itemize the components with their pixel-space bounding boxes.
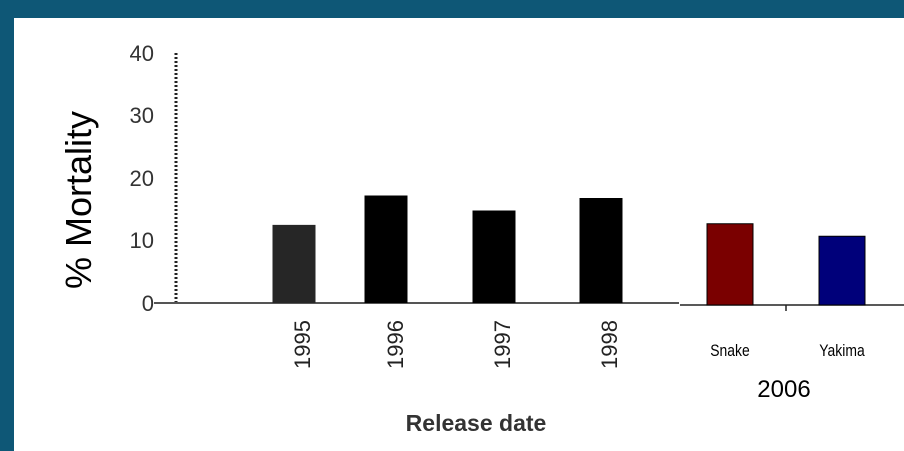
group-label-2006: 2006 bbox=[757, 376, 810, 403]
year-labels: 1995 1996 1997 1998 bbox=[290, 320, 622, 369]
bar-1995 bbox=[272, 224, 316, 303]
bar-yakima bbox=[818, 235, 866, 306]
left-bars bbox=[272, 195, 623, 303]
y-tick-label: 40 bbox=[130, 41, 154, 66]
x-tick-label-1995: 1995 bbox=[290, 320, 315, 369]
y-tick-label: 20 bbox=[130, 166, 154, 191]
y-tick-labels: 0 10 20 30 40 bbox=[130, 41, 154, 316]
bar-1998 bbox=[579, 198, 623, 303]
x-tick-label-yakima: Yakima bbox=[819, 342, 865, 361]
x-tick-label-1996: 1996 bbox=[383, 320, 408, 369]
slide-canvas: % Mortality 0 10 20 30 40 1995 1996 1997… bbox=[14, 18, 904, 451]
bar-1996 bbox=[364, 195, 408, 303]
bar-snake bbox=[706, 223, 754, 306]
y-axis-title: % Mortality bbox=[58, 111, 99, 289]
y-tick-label: 10 bbox=[130, 228, 154, 253]
right-bars bbox=[706, 223, 866, 306]
y-tick-label: 30 bbox=[130, 103, 154, 128]
x-tick-label-snake: Snake bbox=[710, 342, 749, 361]
x-tick-label-1998: 1998 bbox=[597, 320, 622, 369]
mortality-chart: % Mortality 0 10 20 30 40 1995 1996 1997… bbox=[58, 41, 904, 436]
x-tick-label-1997: 1997 bbox=[490, 320, 515, 369]
y-tick-label: 0 bbox=[142, 291, 154, 316]
bar-1997 bbox=[472, 210, 516, 303]
x-axis-title: Release date bbox=[406, 410, 547, 436]
